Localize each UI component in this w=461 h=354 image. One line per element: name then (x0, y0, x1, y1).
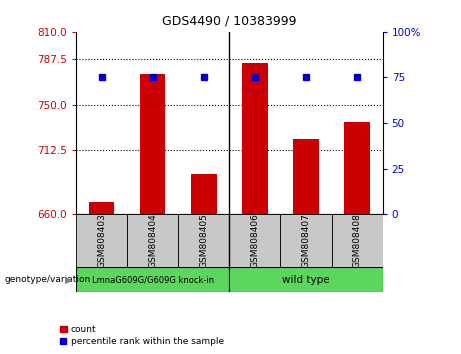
Bar (293, 139, 319, 214)
Bar (76, 214, 127, 267)
Text: GSM808403: GSM808403 (97, 213, 106, 268)
Bar (331, 214, 383, 267)
Text: GSM808405: GSM808405 (199, 213, 208, 268)
Title: GDS4490 / 10383999: GDS4490 / 10383999 (162, 15, 296, 28)
Text: genotype/variation: genotype/variation (5, 275, 91, 284)
Legend: count, percentile rank within the sample: count, percentile rank within the sample (60, 325, 224, 346)
Bar (191, 174, 217, 214)
Text: LmnaG609G/G609G knock-in: LmnaG609G/G609G knock-in (92, 275, 214, 284)
Text: GSM808407: GSM808407 (301, 213, 311, 268)
Text: GSM808404: GSM808404 (148, 213, 157, 268)
Text: GSM808408: GSM808408 (353, 213, 361, 268)
Text: wild type: wild type (282, 275, 330, 285)
Text: GSM808406: GSM808406 (250, 213, 260, 268)
Bar (140, 74, 165, 214)
Text: ▶: ▶ (65, 274, 72, 284)
Bar (178, 214, 229, 267)
Bar (280, 214, 331, 267)
Bar (76, 267, 229, 292)
Bar (89, 202, 114, 214)
Bar (127, 214, 178, 267)
Bar (344, 122, 370, 214)
Bar (229, 267, 383, 292)
Bar (229, 214, 280, 267)
Bar (242, 63, 268, 214)
